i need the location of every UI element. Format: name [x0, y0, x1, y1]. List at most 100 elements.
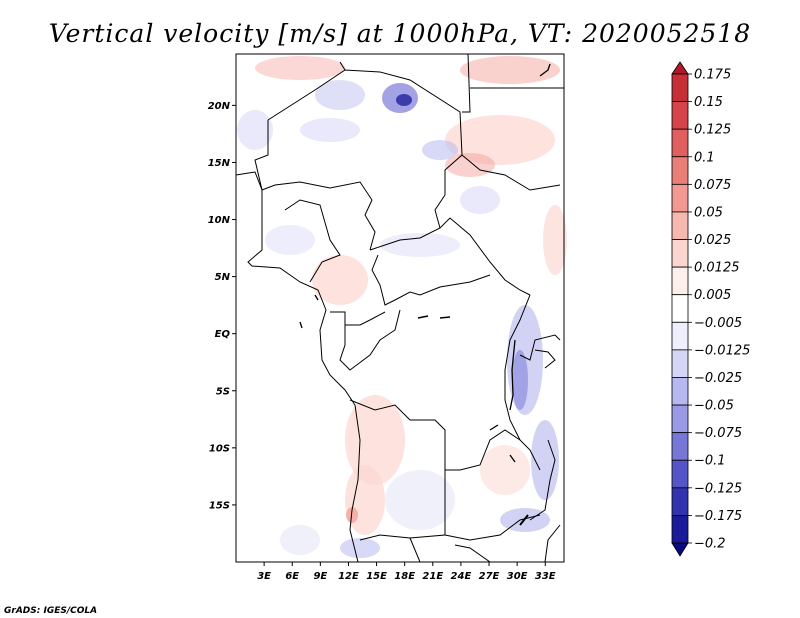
border-niger-chad-libya	[267, 69, 463, 195]
colorbar-box	[671, 404, 689, 434]
border-mali-niger	[254, 120, 269, 191]
map-frame	[235, 53, 565, 563]
border-libya-egypt	[462, 53, 471, 113]
lat-tick-label: 10N	[208, 215, 231, 226]
island-sao-tome	[314, 294, 319, 301]
border-uganda-rwanda	[519, 334, 561, 361]
shade-ocean-downward	[280, 525, 320, 555]
colorbar-top-arrow	[671, 61, 689, 75]
colorbar-label: −0.1	[694, 454, 726, 469]
lon-tick-label: 15E	[366, 571, 387, 582]
grads-credit: GrADS: IGES/COLA	[4, 606, 97, 616]
lat-tick-label: 15S	[209, 500, 230, 511]
colorbar-label: 0.075	[694, 178, 731, 193]
colorbar-box	[671, 321, 689, 351]
colorbar-label: −0.125	[694, 481, 742, 496]
shade-northeast-upward	[460, 56, 560, 84]
shade-tibesti-downward-core	[396, 94, 412, 106]
velocity-shading	[237, 56, 567, 558]
shade-sudan-downward	[460, 186, 500, 214]
shade-cameroon-upward	[312, 255, 368, 305]
lon-tick-label: 33E	[535, 571, 556, 582]
border-algeria-niger	[339, 61, 346, 71]
border-chad-sudan	[434, 194, 446, 229]
colorbar-box	[671, 101, 689, 130]
island-bioko	[299, 321, 303, 329]
border-gabon-congo	[339, 309, 401, 371]
lake-tanganyika	[509, 339, 516, 411]
lat-tick-label: EQ	[215, 329, 231, 340]
lon-tick-label: 6E	[285, 571, 299, 582]
border-gabon-cameroon	[330, 311, 386, 326]
colorbar-label: −0.2	[694, 537, 726, 552]
border-malawi-mozambique	[529, 439, 556, 521]
colorbar: 0.175 0.15 0.125 0.1 0.075 0.05 0.025 0.0125 0.0…	[671, 61, 750, 557]
atlantic-coastline	[235, 171, 361, 563]
border-car-congo	[371, 254, 491, 306]
shade-nigeria-downward	[265, 225, 315, 255]
lake-kariba	[519, 514, 529, 526]
shade-malawi-downward	[531, 420, 559, 500]
colorbar-bottom-arrow	[671, 542, 689, 557]
colorbar-box	[671, 156, 689, 185]
lon-tick-label: 18E	[394, 571, 415, 582]
border-nigeria-niger	[261, 181, 376, 251]
shade-car-downward	[380, 233, 460, 257]
colorbar-box	[671, 266, 689, 296]
lon-tick-label: 21E	[422, 571, 443, 582]
longitude-axis: 3E 6E 9E 12E 15E 18E 21E 24E 27E 30E 33E	[257, 562, 556, 582]
lake-victoria	[534, 349, 556, 369]
shade-zambia-upward	[480, 445, 530, 495]
lon-tick-label: 12E	[338, 571, 359, 582]
lake-mai-ndombe	[417, 315, 429, 319]
border-nigeria-cameroon	[284, 199, 341, 283]
lon-tick-label: 30E	[507, 571, 528, 582]
lon-tick-label: 27E	[479, 571, 500, 582]
colorbar-box	[671, 349, 689, 378]
shade-namibia-downward	[340, 538, 380, 558]
colorbar-label: 0.05	[694, 205, 723, 220]
border-botswana	[454, 544, 491, 563]
colorbar-label: 0.175	[694, 68, 731, 83]
lat-tick-label: 20N	[208, 101, 231, 112]
shade-west-downward	[237, 110, 273, 150]
colorbar-label: 0.025	[694, 233, 731, 248]
colorbar-label: −0.05	[694, 399, 734, 414]
colorbar-label: 0.0125	[694, 261, 740, 276]
colorbar-label: −0.005	[694, 316, 742, 331]
lake-tumba	[439, 316, 451, 319]
colorbar-label: 0.15	[694, 95, 723, 110]
shade-angola-upward	[345, 395, 405, 485]
coastlines-and-borders	[235, 53, 564, 563]
lon-tick-label: 24E	[451, 571, 472, 582]
map-panel: 20N 15N 10N 5N EQ 5S 10S 15S 3E 6E 9E 12E 15E 18E 21E…	[208, 53, 567, 582]
shade-niger-downward	[300, 118, 360, 142]
figure-title: Vertical velocity [m/s] at 1000hPa, VT: …	[49, 19, 751, 48]
colorbar-box	[671, 377, 689, 406]
colorbar-box	[671, 294, 689, 323]
lon-tick-label: 9E	[313, 571, 327, 582]
border-sudan-internal	[461, 154, 561, 191]
shade-rift-downward-core	[512, 350, 528, 410]
red-sea-coast	[539, 63, 551, 77]
border-drc-east	[504, 294, 541, 471]
shade-chad-downward	[422, 140, 458, 160]
shade-botswana-downward	[385, 470, 455, 530]
shade-east-upward	[543, 205, 567, 275]
colorbar-box	[671, 459, 689, 489]
colorbar-box	[671, 183, 689, 213]
lat-tick-label: 15N	[208, 158, 231, 169]
border-mozambique-south	[544, 524, 561, 563]
colorbar-label: 0.005	[694, 288, 731, 303]
colorbar-label: −0.175	[694, 509, 742, 524]
colorbar-box	[671, 432, 689, 461]
colorbar-label: −0.0125	[694, 343, 750, 358]
colorbar-box	[671, 128, 689, 158]
lat-tick-label: 5S	[216, 386, 230, 397]
lake-bangweulu	[509, 454, 516, 463]
border-zambia-zimbabwe	[444, 514, 541, 541]
border-drc-zambia	[459, 429, 521, 471]
shade-north-upward	[255, 56, 345, 80]
border-angola-drc	[349, 399, 460, 471]
